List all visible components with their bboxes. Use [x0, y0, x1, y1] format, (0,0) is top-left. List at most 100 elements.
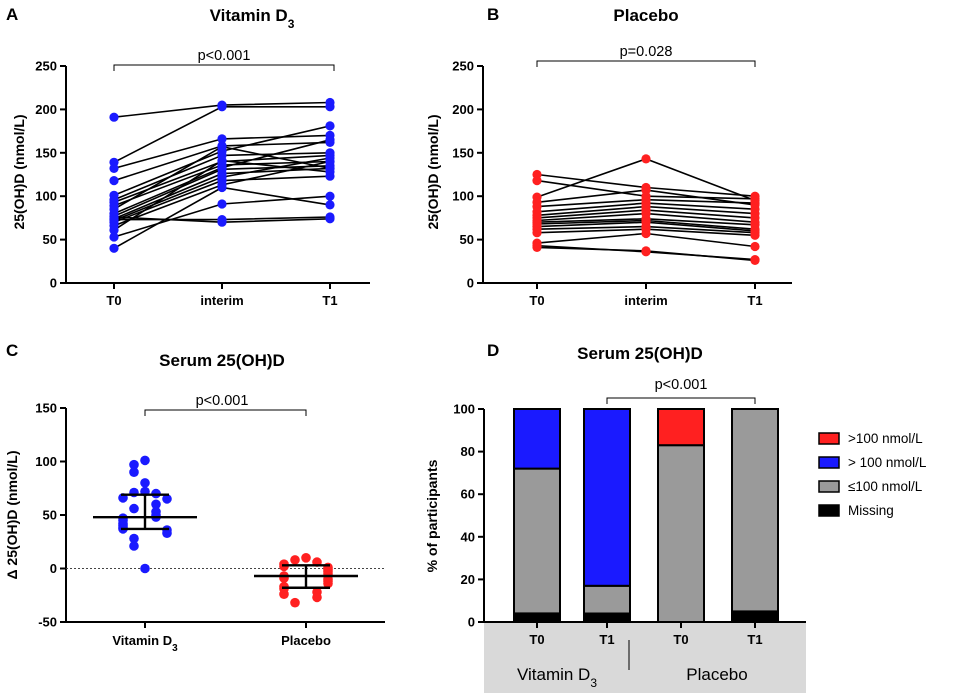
panel-b-data-point — [641, 154, 651, 164]
panel-a-x-tick-label: T1 — [322, 293, 337, 308]
panel-d-x-tick-label: T1 — [747, 632, 762, 647]
panel-c-data-point — [279, 589, 289, 599]
panel-a-x-tick-label: interim — [200, 293, 243, 308]
panel-b-title: Placebo — [613, 6, 678, 25]
panel-a-data-point — [109, 163, 119, 173]
panel-b-y-tick-label: 50 — [460, 232, 474, 247]
panel-c-x-tick-label: Placebo — [281, 633, 331, 648]
panel-a-data-point — [325, 135, 335, 145]
panel-c-y-tick-label: 100 — [35, 454, 57, 469]
panel-d-y-tick-label: 40 — [461, 529, 475, 544]
panel-c-data-point — [140, 478, 150, 488]
panel-a-y-tick-label: 50 — [43, 232, 57, 247]
panel-letter-b: B — [487, 5, 499, 24]
panel-c-data-point — [129, 533, 139, 544]
panel-b-ylabel: 25(OH)D (nmol/L) — [425, 114, 441, 229]
panel-c-title: Serum 25(OH)D — [159, 351, 285, 370]
panel-b-pvalue: p=0.028 — [620, 44, 673, 60]
panel-d-pvalue: p<0.001 — [655, 377, 708, 393]
panel-b: Placebo 25(OH)D (nmol/L) p=0.028 0 50 100 1… — [425, 6, 792, 308]
panel-d-bar-segment — [731, 610, 779, 624]
panel-a-y-tick-label: 0 — [50, 276, 57, 291]
panel-d-legend-swatch — [818, 432, 840, 445]
panel-b-data-point — [641, 228, 651, 239]
panel-c-x-tick-label: Vitamin D3 — [112, 633, 178, 654]
panel-a-data-point — [217, 215, 227, 225]
panel-c-data-point — [301, 553, 311, 563]
panel-c-data-point — [151, 499, 161, 510]
panel-c-data-point — [140, 455, 150, 466]
panel-d-bar-segment — [513, 612, 561, 623]
panel-c-data-point — [290, 597, 300, 608]
panel-a-data-point — [109, 112, 119, 122]
panel-b-data-point — [641, 246, 651, 256]
panel-a-data-point — [109, 243, 119, 253]
panel-a-y-tick-label: 250 — [35, 59, 57, 74]
panel-d-group-vitd: Vitamin D3 — [517, 665, 597, 690]
panel-a-data-point — [325, 212, 335, 222]
panel-d-legend-label: Missing — [848, 503, 894, 518]
panel-d-y-tick-label: 80 — [461, 444, 475, 459]
panel-b-y-tick-label: 0 — [467, 276, 474, 291]
panel-d-bar-segment — [583, 408, 631, 587]
panel-d-legend-label: >100 nmol/L — [848, 431, 923, 446]
panel-a-data-point — [217, 134, 227, 144]
panel-d-bar-segment — [657, 408, 705, 447]
panel-b-data-point — [750, 241, 760, 252]
panel-a: Vitamin D3 25(OH)D (nmol/L) p<0.001 0 50 1… — [11, 6, 370, 308]
panel-d-legend-swatch — [818, 480, 840, 493]
panel-d-legend-label: > 100 nmol/L — [848, 455, 927, 470]
panel-d-bar-segment — [731, 408, 779, 613]
panel-b-x-tick-label: interim — [624, 293, 667, 308]
panel-letter-c: C — [6, 341, 18, 360]
panel-d-legend-swatch — [818, 504, 840, 517]
panel-b-y-tick-label: 100 — [452, 189, 474, 204]
panel-d-bar-segment — [583, 612, 631, 623]
panel-c-data-point — [279, 573, 289, 583]
panel-d-y-tick-label: 0 — [468, 615, 475, 630]
panel-a-y-tick-label: 100 — [35, 189, 57, 204]
panel-d-pvalue-bracket — [606, 397, 756, 404]
panel-letter-a: A — [6, 5, 18, 24]
panel-b-data-point — [532, 242, 542, 252]
panel-a-y-tick-label: 200 — [35, 102, 57, 117]
panel-d-y-tick-label: 100 — [453, 402, 475, 417]
panel-b-data-point — [641, 185, 651, 195]
panel-c-pvalue-bracket — [144, 409, 307, 416]
panel-a-pvalue: p<0.001 — [198, 48, 251, 64]
panel-a-ylabel: 25(OH)D (nmol/L) — [11, 114, 27, 229]
panel-a-data-point — [217, 142, 227, 152]
panel-d-title: Serum 25(OH)D — [577, 344, 703, 363]
panel-c-y-tick-label: -50 — [38, 615, 57, 630]
panel-c-y-tick-label: 50 — [43, 508, 57, 523]
panel-c-data-point — [162, 528, 172, 538]
panel-d-x-tick-label: T0 — [673, 632, 688, 647]
panel-d-bar-segment — [583, 584, 631, 615]
panel-c-data-point — [140, 563, 150, 574]
panel-a-data-point — [325, 200, 335, 210]
panel-d-group-band — [484, 623, 806, 693]
panel-b-y-tick-label: 250 — [452, 59, 474, 74]
panel-a-title: Vitamin D3 — [210, 6, 295, 31]
panel-b-y-tick-label: 200 — [452, 102, 474, 117]
panel-b-pvalue-bracket — [536, 60, 756, 67]
panel-d-y-tick-label: 60 — [461, 487, 475, 502]
panel-d-ylabel: % of participants — [424, 459, 440, 572]
panel-b-data-point — [532, 228, 542, 238]
panel-a-x-tick-label: T0 — [106, 293, 121, 308]
panel-b-y-tick-label: 150 — [452, 145, 474, 160]
panel-a-data-point — [217, 156, 227, 166]
panel-a-data-point — [109, 232, 119, 242]
panel-a-data-point — [217, 199, 227, 209]
panel-b-x-tick-label: T1 — [747, 293, 762, 308]
panel-c-data-point — [323, 578, 333, 589]
panel-b-x-tick-label: T0 — [529, 293, 544, 308]
panel-a-data-point — [325, 102, 335, 112]
panel-d: Serum 25(OH)D % of participants p<0.001 … — [424, 344, 927, 693]
panel-c-ylabel: Δ 25(OH)D (nmol/L) — [4, 450, 20, 579]
panel-d-bar-segment — [513, 408, 561, 470]
panel-c: Serum 25(OH)D Δ 25(OH)D (nmol/L) p<0.001… — [4, 351, 385, 654]
panel-a-data-point — [325, 191, 335, 201]
panel-c-data-point — [129, 459, 139, 470]
